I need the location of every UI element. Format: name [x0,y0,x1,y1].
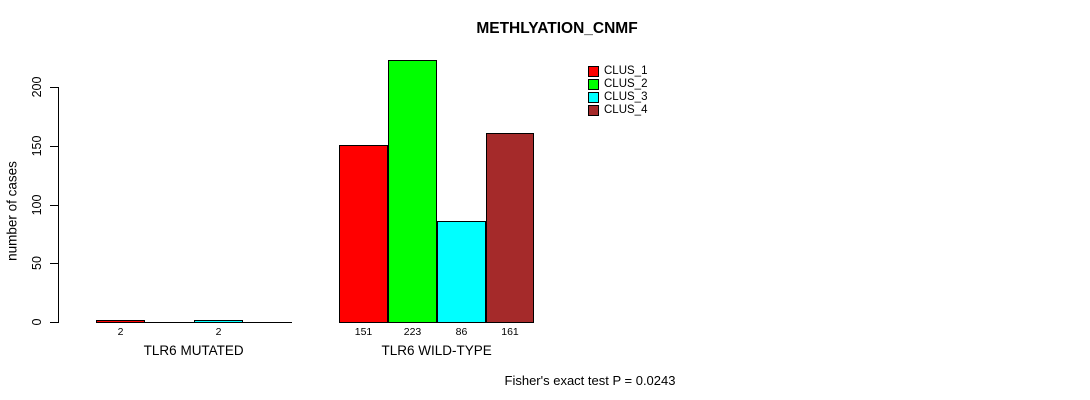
legend-swatch-clus_4 [588,105,599,116]
bar-value-label: 2 [117,326,124,338]
legend-swatch-clus_2 [588,79,599,90]
y-axis-tick [50,145,58,147]
y-axis-tick [50,204,58,206]
bar-value-label: 161 [501,326,519,338]
y-axis-tick-label: 50 [30,256,44,271]
fisher-test-annotation: Fisher's exact test P = 0.0243 [504,373,676,388]
bar-clus_1-group1 [96,320,145,323]
x-group-label-1: TLR6 MUTATED [143,343,244,358]
legend-label-clus_1: CLUS_1 [604,65,648,77]
legend-swatch-clus_1 [588,66,599,77]
legend-row-clus_4: CLUS_4 [588,104,708,117]
y-axis-tick-label: 0 [30,318,44,326]
legend-row-clus_2: CLUS_2 [588,78,708,91]
y-axis-tick-label: 150 [30,135,44,157]
y-axis-tick [50,87,58,89]
chart-title: METHLYATION_CNMF [476,20,638,37]
bar-value-label: 86 [455,326,468,338]
bar-clus_1-group2 [339,145,388,323]
legend-swatch-clus_3 [588,92,599,103]
legend-label-clus_4: CLUS_4 [604,104,648,116]
y-axis-title: number of cases [4,161,20,261]
bar-clus_3-group2 [437,221,486,323]
y-axis-tick [50,322,58,323]
y-axis-tick-label: 200 [30,76,44,98]
bar-zero-clus_2-group1 [145,322,195,323]
bar-clus_2-group2 [388,60,437,323]
legend-label-clus_3: CLUS_3 [604,91,648,103]
bar-clus_3-group1 [194,320,243,323]
x-group-label-2: TLR6 WILD-TYPE [381,343,492,358]
y-axis-line [58,87,59,323]
bar-value-label: 223 [403,326,422,338]
bar-value-label: 2 [215,326,222,338]
legend-row-clus_1: CLUS_1 [588,65,708,78]
y-axis-tick [50,263,58,265]
bar-value-label: 151 [354,326,373,338]
y-axis-tick-label: 100 [30,194,44,216]
bar-clus_4-group2 [486,133,534,323]
bar-zero-clus_4-group1 [243,322,292,323]
legend-label-clus_2: CLUS_2 [604,78,648,90]
legend-row-clus_3: CLUS_3 [588,91,708,104]
